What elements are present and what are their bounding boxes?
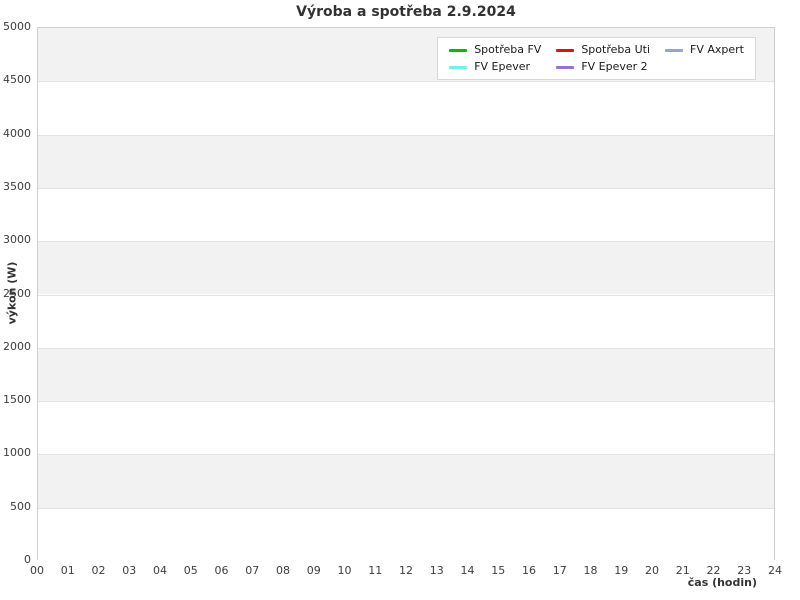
- background-band: [38, 347, 774, 402]
- y-tick-label: 0: [24, 553, 31, 566]
- legend-label: Spotřeba Uti: [581, 43, 651, 56]
- gridline: [38, 454, 774, 456]
- x-tick-label: 03: [122, 564, 137, 577]
- legend-swatch-icon: [449, 65, 468, 69]
- x-tick-label: 10: [337, 564, 352, 577]
- x-tick-label: 18: [583, 564, 598, 577]
- y-tick-label: 5000: [3, 20, 31, 33]
- x-tick-label: 16: [522, 564, 536, 577]
- background-band: [38, 134, 774, 188]
- x-tick-label: 19: [614, 564, 629, 577]
- gridline: [38, 401, 774, 403]
- y-tick-label: 3500: [3, 179, 31, 193]
- y-tick-label: 4500: [3, 73, 31, 87]
- y-tick-label: 1500: [3, 393, 31, 407]
- x-tick-label: 23: [737, 564, 752, 577]
- x-tick-label: 04: [153, 564, 167, 577]
- legend-item: FV Epever: [449, 60, 541, 74]
- legend-item: FV Axpert: [665, 43, 744, 57]
- legend-item: FV Epever 2: [556, 60, 650, 74]
- gridline: [38, 187, 774, 189]
- x-tick-label: 15: [491, 564, 506, 577]
- legend-item: Spotřeba Uti: [556, 43, 650, 57]
- background-band: [38, 241, 774, 295]
- legend-label: FV Epever: [474, 60, 531, 73]
- gridline: [38, 134, 774, 136]
- gridline: [38, 294, 774, 296]
- x-tick-label: 07: [245, 564, 260, 577]
- legend-label: Spotřeba FV: [474, 43, 542, 56]
- x-tick-label: 08: [276, 564, 290, 577]
- legend-label: FV Axpert: [690, 43, 744, 56]
- x-tick-label: 22: [706, 564, 721, 577]
- x-tick-label: 17: [552, 564, 567, 577]
- x-tick-label: 20: [645, 564, 659, 577]
- y-tick-label: 500: [10, 499, 31, 513]
- x-tick-label: 21: [675, 564, 690, 577]
- gridline: [38, 347, 774, 349]
- y-tick-label: 3000: [3, 233, 31, 247]
- legend-swatch-icon: [665, 48, 684, 52]
- x-tick-label: 06: [214, 564, 229, 577]
- y-tick-label: 2500: [3, 286, 31, 300]
- y-tick-label: 1000: [3, 446, 31, 460]
- y-tick-label: 4000: [3, 126, 31, 140]
- x-tick-label: 13: [429, 564, 444, 577]
- background-band: [38, 401, 774, 455]
- x-tick-label: 01: [60, 564, 75, 577]
- plot-area: Spotřeba FV Spotřeba Uti FV Axpert FV Epeve…: [37, 27, 775, 561]
- legend-swatch-icon: [449, 48, 468, 52]
- legend: Spotřeba FV Spotřeba Uti FV Axpert FV Epeve…: [437, 37, 756, 80]
- legend-label: FV Epever 2: [581, 60, 648, 73]
- background-band: [38, 454, 774, 508]
- gridline: [38, 81, 774, 83]
- x-tick-label: 24: [768, 564, 782, 577]
- x-axis-label: čas (hodin): [687, 576, 757, 589]
- legend-item: Spotřeba FV: [449, 43, 541, 57]
- x-tick-label: 11: [368, 564, 383, 577]
- background-band: [38, 187, 774, 242]
- background-band: [38, 507, 774, 561]
- x-tick-label: 09: [306, 564, 321, 577]
- gridline: [38, 507, 774, 509]
- chart-title: Výroba a spotřeba 2.9.2024: [296, 4, 516, 20]
- y-tick-label: 2000: [3, 339, 31, 353]
- legend-swatch-icon: [556, 65, 575, 69]
- background-band: [38, 294, 774, 348]
- x-tick-label: 00: [30, 564, 44, 577]
- gridline: [38, 241, 774, 243]
- x-tick-label: 14: [460, 564, 475, 577]
- x-tick-label: 02: [91, 564, 106, 577]
- background-band: [38, 81, 774, 135]
- x-tick-label: 05: [183, 564, 198, 577]
- legend-swatch-icon: [556, 48, 575, 52]
- x-tick-label: 12: [399, 564, 413, 577]
